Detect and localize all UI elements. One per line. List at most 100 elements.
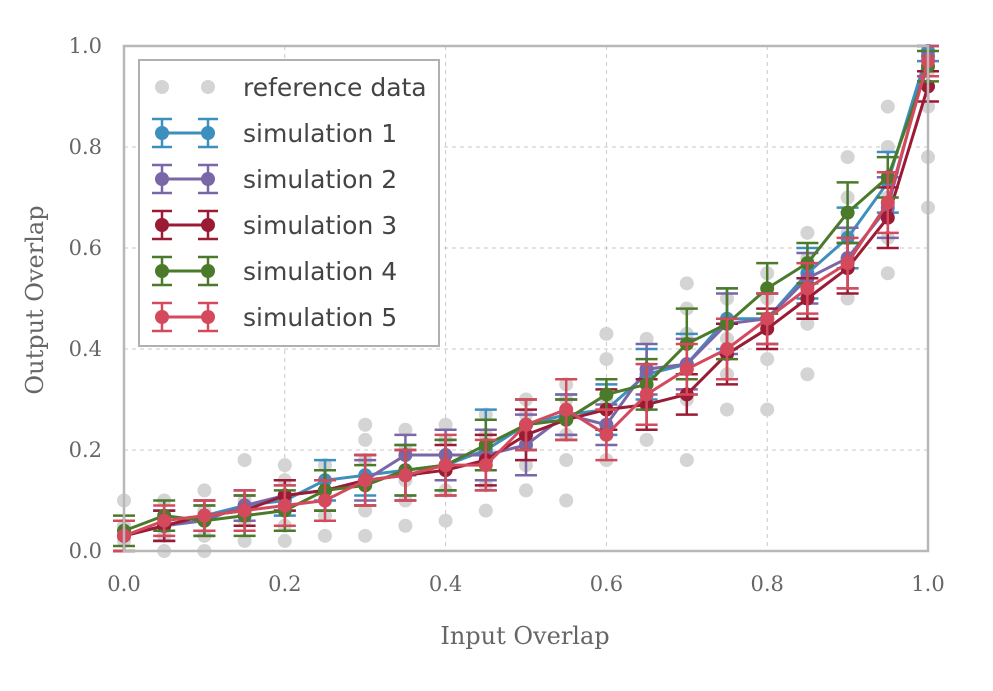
tick-labels: 0.0 0.2 0.4 0.6 0.8 1.0 0.0 0.2 0.4 0.6 0.8 1.0 <box>69 34 945 596</box>
legend-item-series-4: simulation 4 <box>152 255 397 287</box>
data-point <box>438 458 453 473</box>
data-point <box>639 387 654 402</box>
reference-point <box>277 458 292 473</box>
data-point <box>559 402 574 417</box>
data-point <box>720 342 734 356</box>
reference-point <box>318 528 332 543</box>
data-point <box>800 281 815 296</box>
reference-point <box>880 266 895 281</box>
legend-item-series-2: simulation 2 <box>152 163 397 195</box>
x-tick-label: 0.2 <box>268 572 301 596</box>
legend-item-series-3: simulation 3 <box>152 209 397 241</box>
reference-point <box>398 422 413 437</box>
reference-point <box>720 402 734 417</box>
legend: reference data simulation 1 simulation 2 si… <box>138 59 440 347</box>
reference-point <box>438 513 453 528</box>
reference-point <box>880 99 895 114</box>
legend-marker <box>201 218 215 232</box>
reference-point <box>800 367 815 382</box>
legend-label: simulation 5 <box>243 303 397 332</box>
reference-point <box>800 225 815 240</box>
y-tick-label: 0.2 <box>69 438 102 462</box>
reference-point <box>760 402 775 417</box>
data-point <box>157 513 172 528</box>
reference-point <box>438 417 453 432</box>
x-axis-title: Input Overlap <box>440 622 609 650</box>
reference-point <box>277 533 292 548</box>
data-point <box>679 362 694 377</box>
legend-marker <box>201 264 215 278</box>
data-point <box>840 256 855 271</box>
data-point <box>599 427 614 442</box>
x-tick-label: 0.4 <box>429 572 462 596</box>
y-tick-label: 1.0 <box>69 34 102 58</box>
legend-label: simulation 1 <box>243 119 397 148</box>
reference-point <box>398 518 413 533</box>
legend-marker <box>155 218 169 232</box>
legend-marker <box>201 310 215 324</box>
legend-reference-marker <box>155 80 169 94</box>
data-point <box>840 205 855 220</box>
y-tick-label: 0.0 <box>69 539 102 563</box>
reference-point <box>679 276 694 291</box>
legend-marker <box>155 310 169 324</box>
reference-point <box>679 453 694 468</box>
legend-reference-marker <box>201 80 215 94</box>
series-layer <box>113 44 939 553</box>
reference-point <box>760 352 775 367</box>
reference-point <box>880 140 895 154</box>
data-point <box>880 195 895 210</box>
x-tick-label: 0.8 <box>750 572 783 596</box>
reference-point <box>639 432 654 447</box>
plot-frame <box>122 44 930 553</box>
y-tick-label: 0.4 <box>69 337 102 361</box>
legend-marker <box>201 172 215 186</box>
x-tick-label: 1.0 <box>911 572 944 596</box>
reference-point <box>800 316 815 331</box>
reference-point <box>519 483 533 498</box>
legend-label: simulation 3 <box>243 211 397 240</box>
reference-point <box>358 432 373 447</box>
y-tick-label: 0.8 <box>69 135 102 159</box>
legend-item-reference: reference data <box>155 73 427 102</box>
reference-point <box>237 453 252 468</box>
x-tick-label: 0.6 <box>590 572 623 596</box>
reference-point <box>599 352 614 367</box>
reference-point <box>559 453 574 468</box>
reference-point <box>599 326 614 341</box>
data-point <box>519 417 533 432</box>
data-point <box>358 473 373 488</box>
data-point <box>760 281 775 296</box>
reference-point <box>559 493 574 508</box>
legend-marker <box>155 126 169 140</box>
legend-label: simulation 2 <box>243 165 397 194</box>
x-tick-label: 0.0 <box>107 572 140 596</box>
legend-box <box>138 59 440 347</box>
legend-marker <box>201 126 215 140</box>
reference-point <box>237 533 252 548</box>
reference-point <box>840 291 855 306</box>
reference-point <box>358 417 373 432</box>
reference-point <box>639 331 654 346</box>
legend-item-series-5: simulation 5 <box>152 301 397 333</box>
data-point <box>599 387 614 402</box>
legend-label: simulation 4 <box>243 257 397 286</box>
data-point <box>478 458 493 473</box>
legend-label: reference data <box>243 73 427 102</box>
y-axis-title: Output Overlap <box>21 205 49 394</box>
legend-item-series-1: simulation 1 <box>152 117 397 149</box>
data-point <box>237 503 252 518</box>
reference-point <box>197 483 212 498</box>
reference-point <box>358 528 373 543</box>
reference-point <box>478 503 493 518</box>
y-tick-label: 0.6 <box>69 236 102 260</box>
data-point <box>398 468 413 483</box>
data-point <box>318 493 332 508</box>
data-point <box>277 498 292 513</box>
data-point <box>197 508 212 523</box>
legend-marker <box>155 172 169 186</box>
reference-point <box>840 150 855 165</box>
data-point <box>760 311 775 326</box>
reference-point <box>358 503 373 518</box>
